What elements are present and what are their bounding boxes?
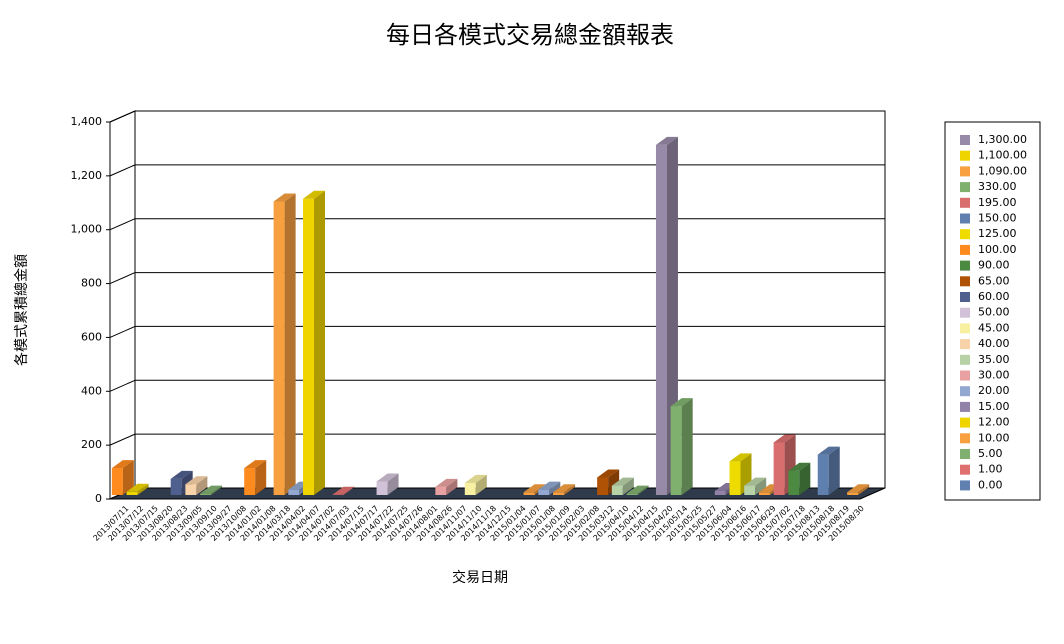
legend-swatch — [960, 276, 970, 286]
legend-label: 100.00 — [978, 243, 1017, 256]
bar-front — [538, 490, 549, 495]
plot: 02004006008001,0001,2001,4002013/07/1120… — [71, 111, 886, 543]
legend-label: 45.00 — [978, 321, 1010, 334]
bar-front — [244, 468, 255, 495]
bar-side — [314, 191, 325, 495]
legend-label: 90.00 — [978, 259, 1010, 272]
bar-front — [303, 199, 314, 495]
legend-swatch — [960, 339, 970, 349]
legend-swatch — [960, 166, 970, 176]
bar-front — [553, 492, 564, 495]
y-tick-label: 1,000 — [71, 223, 103, 236]
bar-front — [377, 482, 388, 495]
legend-label: 60.00 — [978, 290, 1010, 303]
bar-front — [612, 486, 623, 495]
legend-label: 125.00 — [978, 227, 1017, 240]
legend-swatch — [960, 292, 970, 302]
bar — [671, 398, 693, 495]
y-tick-label: 200 — [81, 438, 102, 451]
bar-front — [627, 494, 638, 495]
legend-swatch — [960, 182, 970, 192]
legend-label: 65.00 — [978, 274, 1010, 287]
legend-swatch — [960, 433, 970, 443]
legend-swatch — [960, 355, 970, 365]
legend-label: 20.00 — [978, 384, 1010, 397]
legend-label: 30.00 — [978, 369, 1010, 382]
bar-front — [524, 492, 535, 495]
bar-front — [274, 201, 285, 495]
bar-front — [759, 492, 770, 495]
bar-front — [127, 492, 138, 495]
legend-swatch — [960, 323, 970, 333]
legend-swatch — [960, 151, 970, 161]
legend-swatch — [960, 402, 970, 412]
legend-label: 10.00 — [978, 431, 1010, 444]
legend-label: 1,090.00 — [978, 164, 1027, 177]
y-tick-label: 600 — [81, 330, 102, 343]
legend-swatch — [960, 261, 970, 271]
bar — [818, 447, 840, 495]
legend-label: 1,300.00 — [978, 133, 1027, 146]
legend-label: 150.00 — [978, 212, 1017, 225]
y-axis-title: 各模式累積總金額 — [13, 254, 30, 366]
legend-swatch — [960, 465, 970, 475]
y-tick-label: 1,400 — [71, 115, 103, 128]
legend-label: 5.00 — [978, 447, 1003, 460]
bar-front — [465, 483, 476, 495]
y-tick-label: 1,200 — [71, 169, 103, 182]
legend-swatch — [960, 198, 970, 208]
legend-label: 12.00 — [978, 416, 1010, 429]
legend-swatch — [960, 449, 970, 459]
legend-label: 330.00 — [978, 180, 1017, 193]
bar — [303, 191, 325, 495]
legend-swatch — [960, 245, 970, 255]
bar-front — [656, 145, 667, 495]
back-wall — [135, 111, 885, 488]
legend-label: 0.00 — [978, 478, 1003, 491]
bar-front — [112, 468, 123, 495]
legend-swatch — [960, 308, 970, 318]
legend-label: 1,100.00 — [978, 149, 1027, 162]
bar-front — [288, 490, 299, 495]
legend-swatch — [960, 214, 970, 224]
legend-label: 50.00 — [978, 306, 1010, 319]
bar-front — [435, 487, 446, 495]
legend-swatch — [960, 418, 970, 428]
y-tick-label: 400 — [81, 384, 102, 397]
bar-front — [847, 492, 858, 495]
legend-swatch — [960, 480, 970, 490]
bar-front — [788, 471, 799, 495]
legend-swatch — [960, 229, 970, 239]
bar-front — [671, 406, 682, 495]
side-wall — [110, 111, 135, 499]
y-tick-label: 0 — [95, 492, 102, 505]
legend-label: 15.00 — [978, 400, 1010, 413]
bar-side — [682, 398, 693, 495]
legend-label: 195.00 — [978, 196, 1017, 209]
bar-front — [185, 484, 196, 495]
legend-label: 1.00 — [978, 463, 1003, 476]
legend-swatch — [960, 135, 970, 145]
bar-front — [818, 455, 829, 495]
chart-title: 每日各模式交易總金額報表 — [386, 21, 674, 49]
bar-front — [730, 461, 741, 495]
bar-front — [715, 491, 726, 495]
bar-front — [597, 477, 608, 495]
bar-front — [171, 479, 182, 495]
y-tick-label: 800 — [81, 277, 102, 290]
bar — [274, 193, 296, 495]
legend-swatch — [960, 386, 970, 396]
x-axis-title: 交易日期 — [452, 569, 508, 586]
bar-front — [774, 442, 785, 495]
bar-front — [744, 486, 755, 495]
legend-label: 35.00 — [978, 353, 1010, 366]
legend-swatch — [960, 371, 970, 381]
bar-front — [200, 494, 211, 495]
bar-side — [285, 193, 296, 495]
legend-label: 40.00 — [978, 337, 1010, 350]
bar-side — [829, 447, 840, 495]
